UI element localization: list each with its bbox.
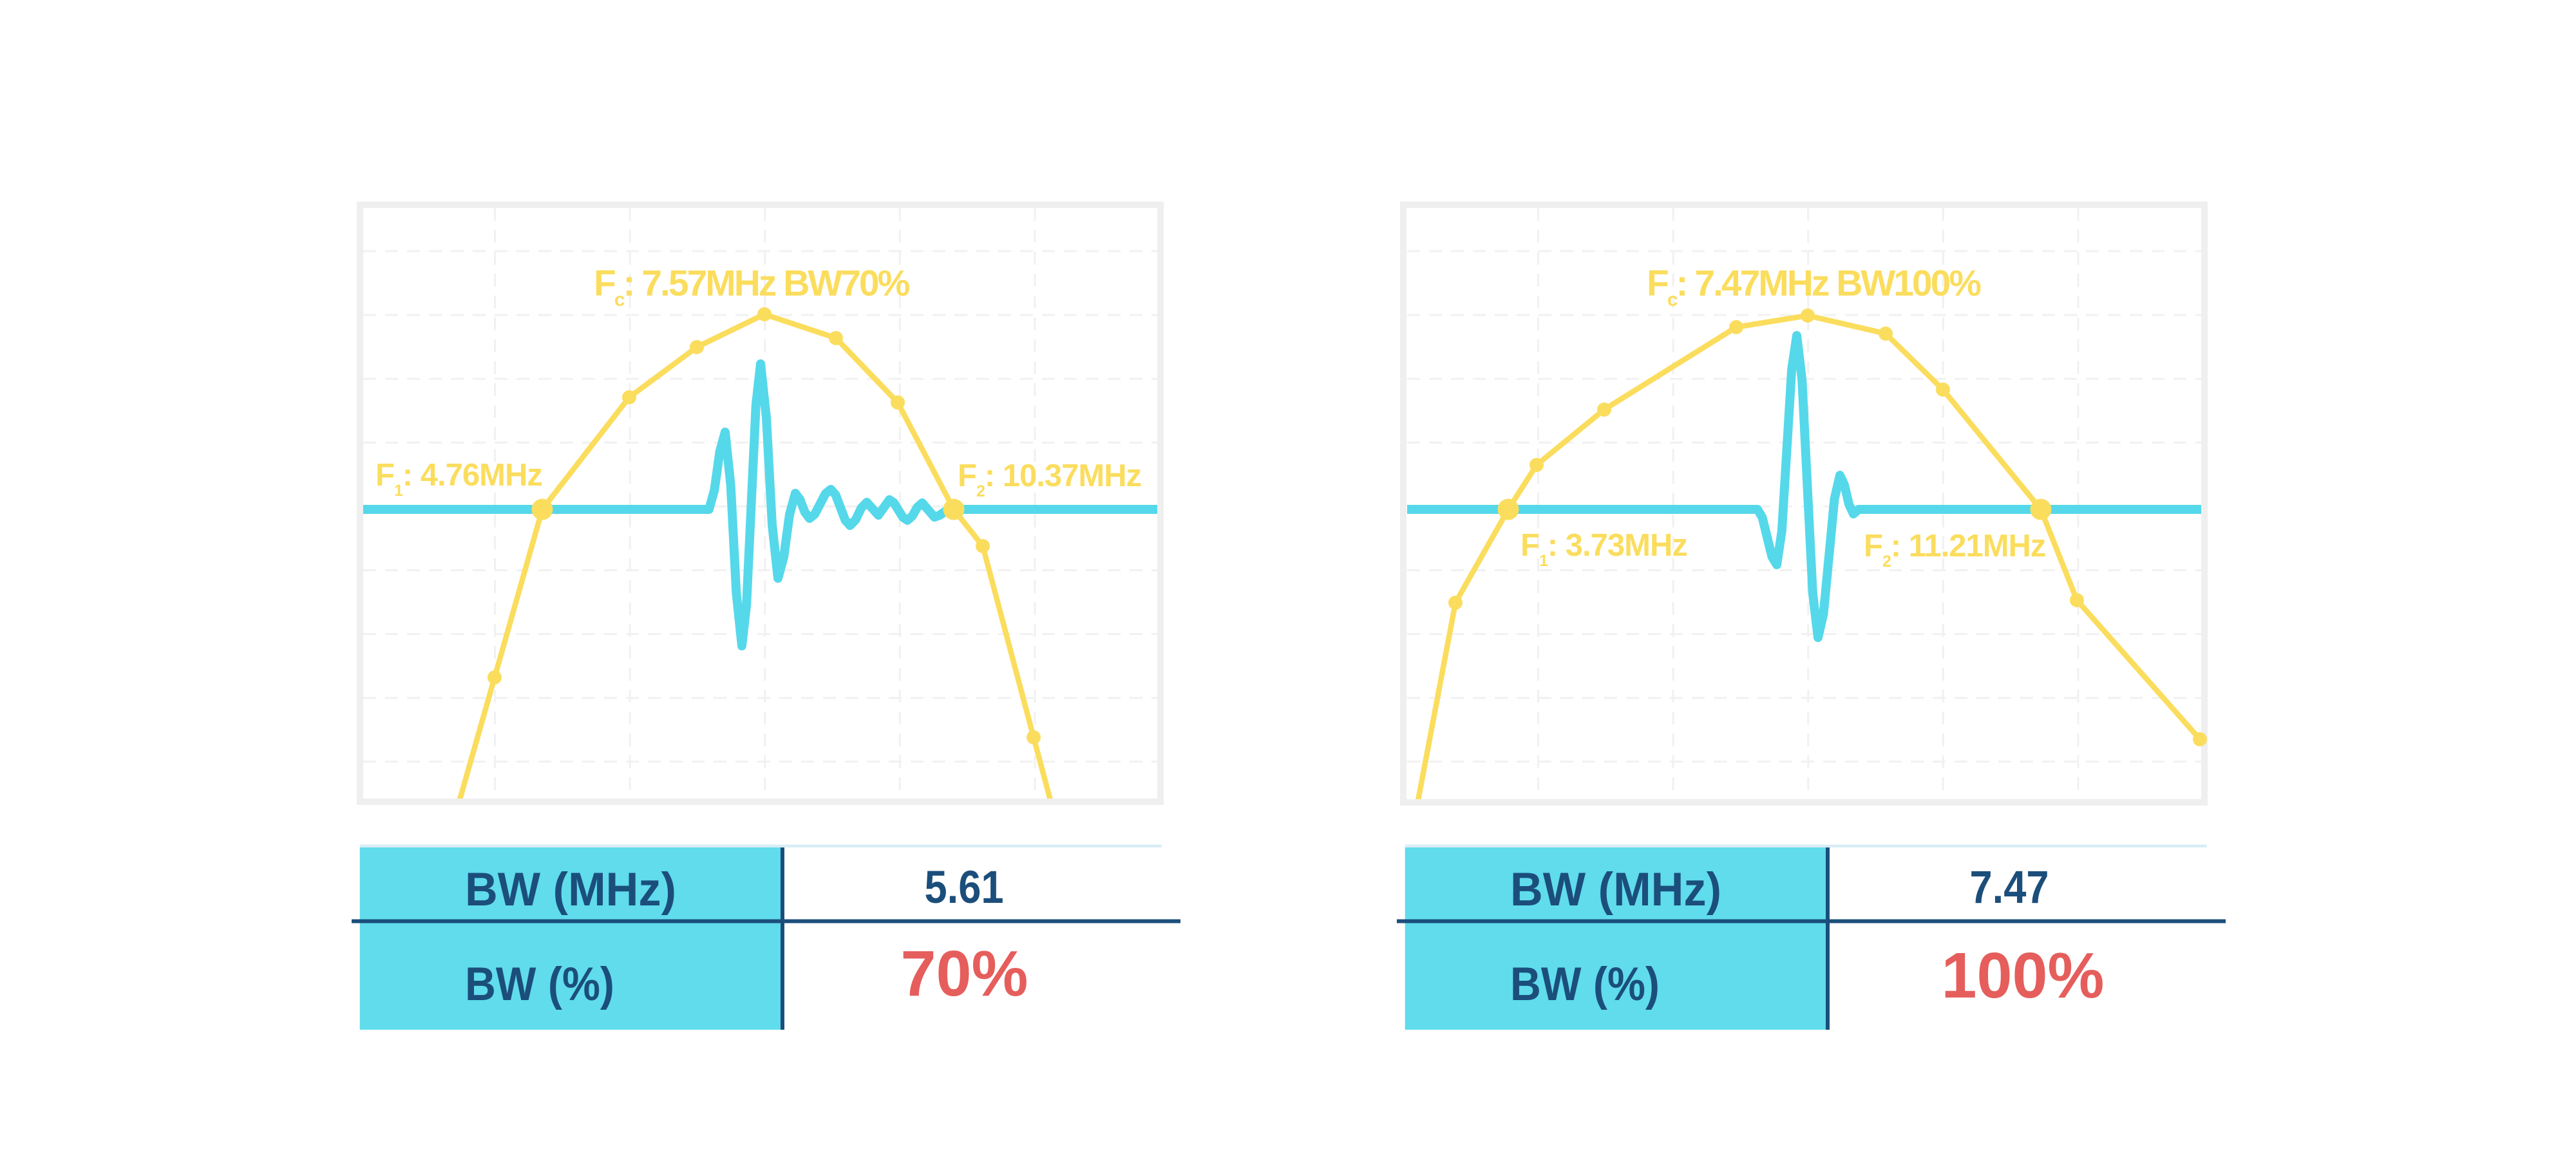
svg-text:BW (MHz): BW (MHz): [1510, 864, 1721, 916]
svg-text:5.61: 5.61: [925, 862, 1004, 913]
svg-text:100%: 100%: [1942, 940, 2105, 1012]
svg-text:Fc: 7.57MHz BW70%: Fc: 7.57MHz BW70%: [594, 263, 910, 310]
svg-text:BW (MHz): BW (MHz): [465, 864, 676, 916]
svg-text:BW (%): BW (%): [465, 958, 614, 1010]
svg-text:F2: 10.37MHz: F2: 10.37MHz: [958, 459, 1141, 500]
svg-text:7.47: 7.47: [1970, 862, 2049, 913]
svg-text:F1: 4.76MHz: F1: 4.76MHz: [375, 458, 542, 500]
svg-text:Fc: 7.47MHz BW100%: Fc: 7.47MHz BW100%: [1647, 263, 1981, 310]
svg-text:70%: 70%: [901, 938, 1028, 1010]
svg-text:F2: 11.21MHz: F2: 11.21MHz: [1864, 529, 2045, 571]
svg-text:F1: 3.73MHz: F1: 3.73MHz: [1520, 528, 1687, 570]
svg-text:BW (%): BW (%): [1510, 958, 1660, 1010]
